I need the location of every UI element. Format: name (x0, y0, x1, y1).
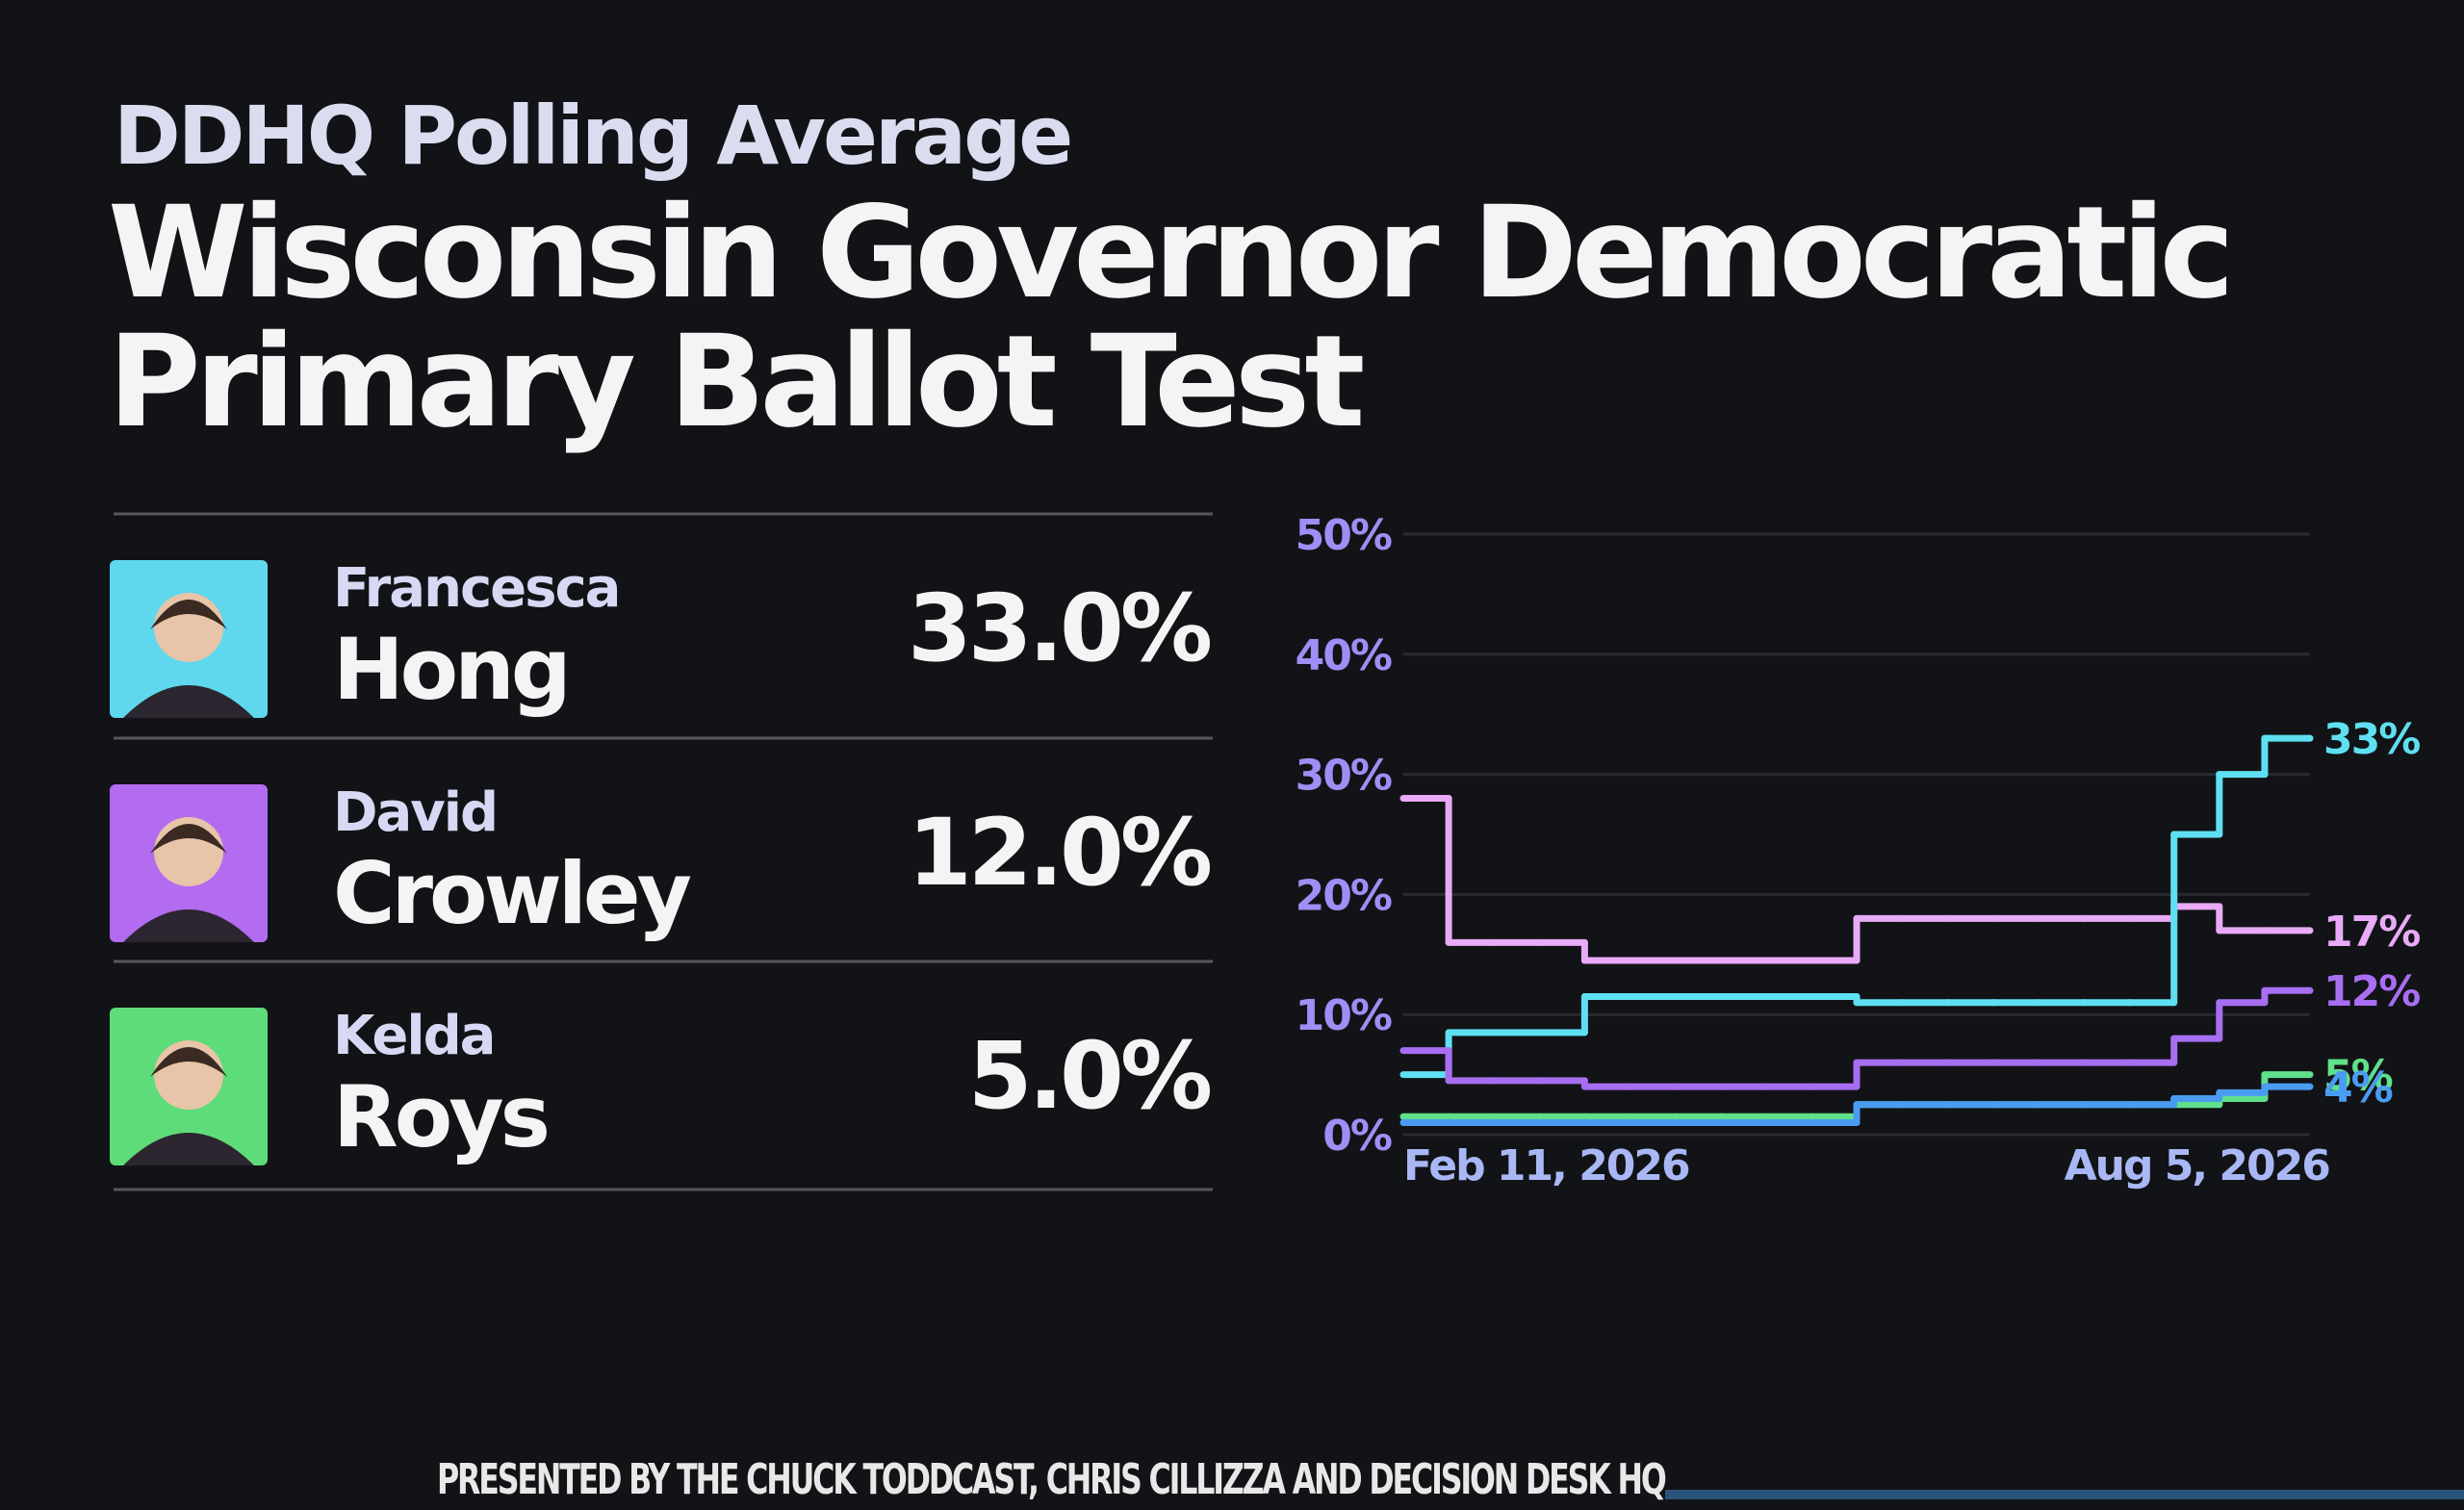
chart: 0% 10% 20% 30% 40% 50% Feb 11, 2026 Aug 5, 2026… (1296, 511, 2423, 1190)
title: Wisconsin Governor Democratic (108, 179, 2229, 327)
title: Primary Ballot Test (108, 308, 1363, 456)
y-tick-label: 40% (1296, 631, 1392, 680)
y-tick-label: 50% (1296, 511, 1392, 560)
first-name: David (333, 781, 497, 844)
y-tick-label: 30% (1296, 752, 1392, 801)
screen-edge (1665, 1490, 2464, 1499)
vote-share: 33.0% (908, 575, 1211, 682)
end-label: 17% (2323, 908, 2420, 957)
first-name: Francesca (333, 557, 619, 620)
avatar-shoulders (123, 909, 254, 942)
footer: PRESENTED BY THE CHUCK TODDCAST, CHRIS C… (437, 1455, 1665, 1505)
avatar-hair (150, 824, 227, 854)
avatar-shoulders (123, 685, 254, 718)
avatar-shoulders (123, 1133, 254, 1165)
avatar-hair (150, 600, 227, 629)
last-name: Crowley (333, 844, 691, 943)
end-label: 5% (2323, 1052, 2393, 1101)
x-tick-label: Aug 5, 2026 (2065, 1141, 2330, 1190)
y-tick-label: 0% (1322, 1112, 1392, 1161)
last-name: Hong (333, 620, 568, 719)
end-label: 33% (2323, 715, 2420, 764)
avatar-hair (150, 1047, 227, 1077)
end-label: 4% (2323, 1063, 2393, 1113)
x-tick-label: Feb 11, 2026 (1403, 1141, 1689, 1190)
y-tick-label: 20% (1296, 871, 1392, 920)
last-name: Roys (333, 1067, 548, 1166)
subtitle: DDHQ Polling Average (114, 89, 1070, 183)
first-name: Kelda (333, 1005, 494, 1067)
vote-share: 5.0% (968, 1022, 1211, 1130)
end-label: 12% (2323, 967, 2420, 1016)
vote-share: 12.0% (908, 799, 1211, 907)
y-tick-label: 10% (1296, 991, 1392, 1040)
